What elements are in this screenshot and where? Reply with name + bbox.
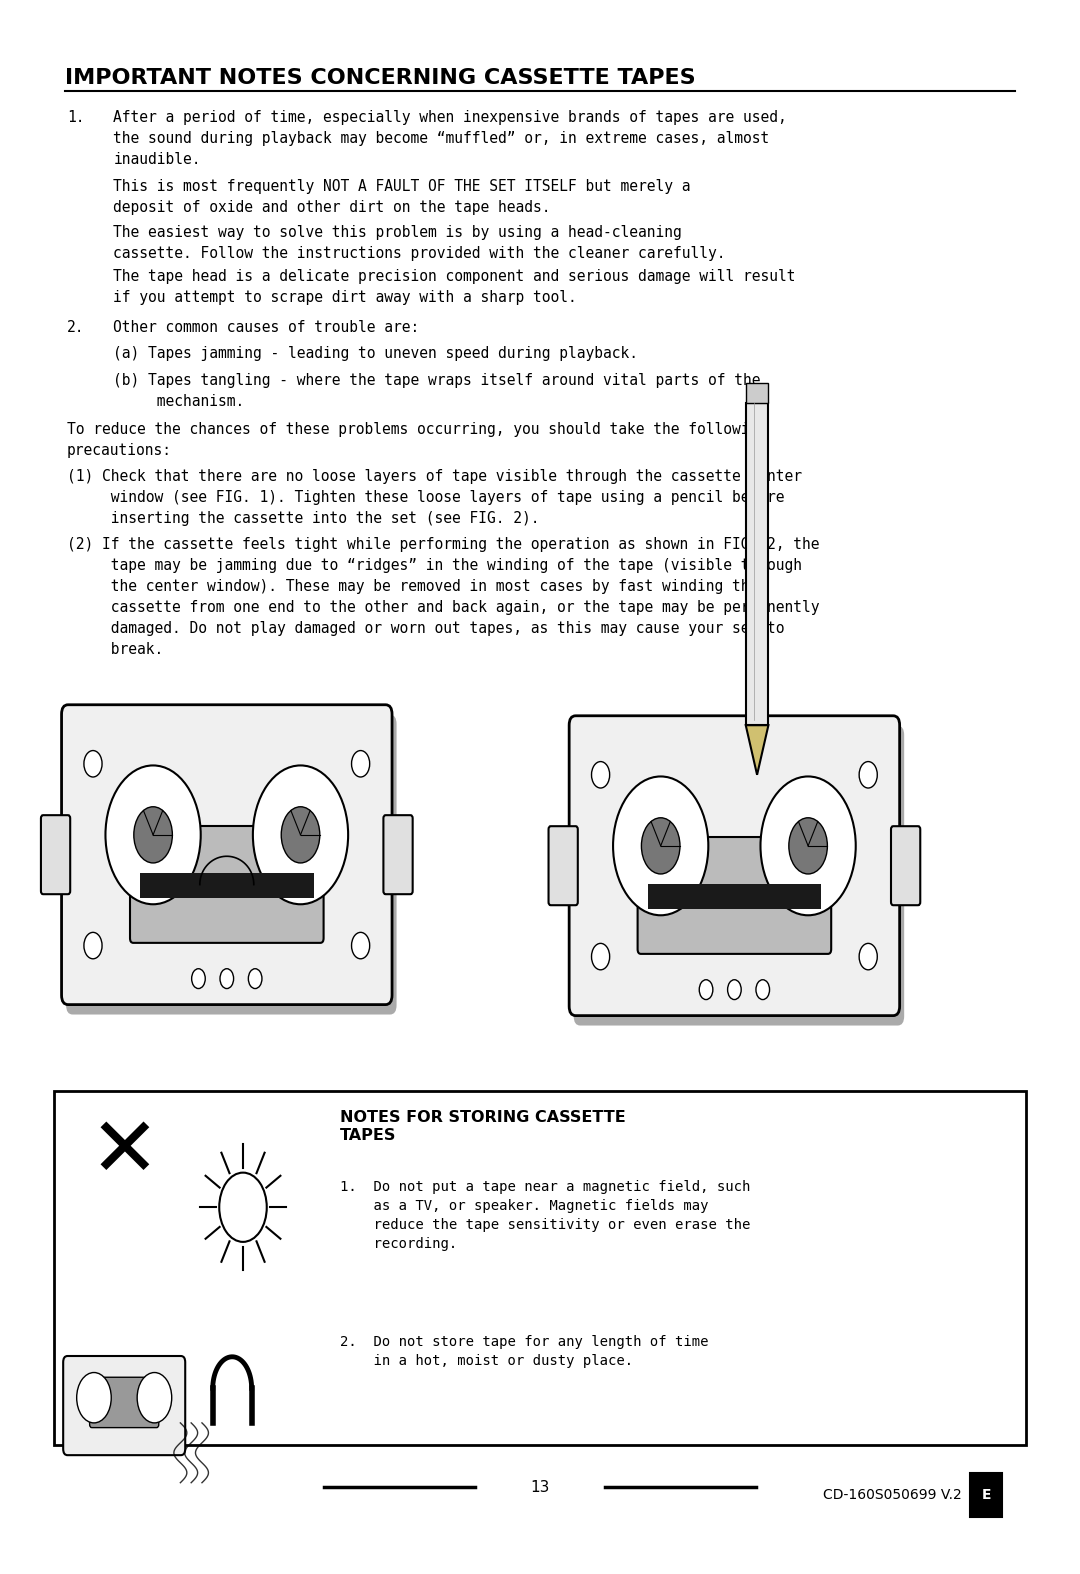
Circle shape: [592, 943, 610, 970]
Circle shape: [220, 968, 233, 988]
Text: 13: 13: [530, 1480, 550, 1495]
Text: E: E: [982, 1489, 990, 1502]
Circle shape: [106, 765, 201, 903]
Circle shape: [860, 943, 877, 970]
Circle shape: [699, 979, 713, 999]
Bar: [746, 382, 769, 403]
Circle shape: [191, 968, 205, 988]
FancyBboxPatch shape: [383, 815, 413, 894]
Text: ✕: ✕: [90, 1111, 159, 1193]
FancyBboxPatch shape: [41, 815, 70, 894]
Circle shape: [592, 762, 610, 789]
FancyBboxPatch shape: [54, 1091, 1026, 1445]
Polygon shape: [746, 726, 769, 774]
Text: FIG. 1: FIG. 1: [140, 752, 190, 768]
Circle shape: [760, 776, 855, 916]
Circle shape: [351, 751, 369, 778]
Circle shape: [613, 776, 708, 916]
Text: 1.  Do not put a tape near a magnetic field, such
    as a TV, or speaker. Magne: 1. Do not put a tape near a magnetic fie…: [340, 1180, 751, 1251]
FancyBboxPatch shape: [637, 837, 832, 954]
Text: This is most frequently NOT A FAULT OF THE SET ITSELF but merely a
deposit of ox: This is most frequently NOT A FAULT OF T…: [113, 179, 691, 216]
Text: 2.  Do not store tape for any length of time
    in a hot, moist or dusty place.: 2. Do not store tape for any length of t…: [340, 1335, 708, 1368]
Text: (a) Tapes jamming - leading to uneven speed during playback.: (a) Tapes jamming - leading to uneven sp…: [113, 346, 638, 362]
Bar: [648, 885, 821, 908]
Circle shape: [351, 932, 369, 959]
FancyBboxPatch shape: [569, 716, 900, 1015]
Text: Other common causes of trouble are:: Other common causes of trouble are:: [113, 320, 420, 335]
Circle shape: [77, 1373, 111, 1423]
Circle shape: [642, 818, 680, 874]
Bar: [746, 403, 769, 726]
Circle shape: [84, 932, 102, 959]
FancyBboxPatch shape: [62, 705, 392, 1004]
FancyBboxPatch shape: [549, 826, 578, 905]
FancyBboxPatch shape: [573, 726, 904, 1026]
Text: The tape head is a delicate precision component and serious damage will result
i: The tape head is a delicate precision co…: [113, 269, 796, 305]
Text: 2.: 2.: [67, 320, 84, 335]
Circle shape: [84, 751, 102, 778]
FancyBboxPatch shape: [130, 826, 324, 943]
Text: NOTES FOR STORING CASSETTE
TAPES: NOTES FOR STORING CASSETTE TAPES: [340, 1110, 626, 1143]
FancyBboxPatch shape: [891, 826, 920, 905]
Text: To reduce the chances of these problems occurring, you should take the following: To reduce the chances of these problems …: [67, 422, 767, 458]
Text: IMPORTANT NOTES CONCERNING CASSETTE TAPES: IMPORTANT NOTES CONCERNING CASSETTE TAPE…: [65, 68, 696, 88]
Text: After a period of time, especially when inexpensive brands of tapes are used,
th: After a period of time, especially when …: [113, 110, 787, 167]
Circle shape: [219, 1173, 267, 1242]
FancyBboxPatch shape: [970, 1473, 1002, 1517]
Circle shape: [756, 979, 770, 999]
Circle shape: [137, 1373, 172, 1423]
Text: CD-160S050699 V.2: CD-160S050699 V.2: [823, 1489, 967, 1502]
FancyBboxPatch shape: [66, 715, 396, 1015]
Text: 1.: 1.: [67, 110, 84, 126]
Text: (2) If the cassette feels tight while performing the operation as shown in FIG. : (2) If the cassette feels tight while pe…: [67, 537, 820, 656]
Circle shape: [281, 807, 320, 863]
Text: The easiest way to solve this problem is by using a head-cleaning
cassette. Foll: The easiest way to solve this problem is…: [113, 225, 726, 261]
Bar: [140, 874, 313, 897]
Circle shape: [248, 968, 262, 988]
Text: (b) Tapes tangling - where the tape wraps itself around vital parts of the
     : (b) Tapes tangling - where the tape wrap…: [113, 373, 761, 409]
Text: (1) Check that there are no loose layers of tape visible through the cassette ce: (1) Check that there are no loose layers…: [67, 469, 802, 526]
Text: FIG. 2: FIG. 2: [572, 752, 622, 768]
Circle shape: [134, 807, 173, 863]
FancyBboxPatch shape: [90, 1377, 159, 1428]
FancyBboxPatch shape: [63, 1355, 186, 1454]
Circle shape: [253, 765, 348, 903]
Circle shape: [788, 818, 827, 874]
Circle shape: [860, 762, 877, 789]
Circle shape: [728, 979, 741, 999]
